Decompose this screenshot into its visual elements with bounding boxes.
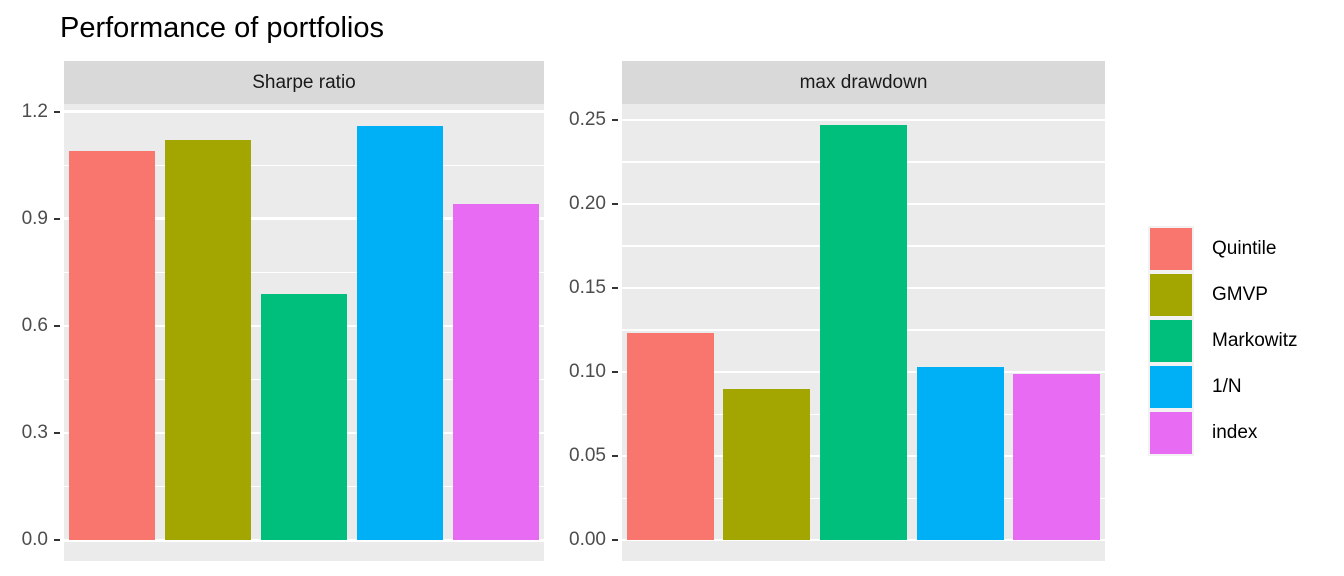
y-axis-tick-label: 0.05 bbox=[569, 445, 606, 467]
y-axis-tick-label: 0.9 bbox=[21, 207, 48, 229]
legend-key-1-n bbox=[1148, 364, 1194, 410]
major-gridline bbox=[64, 110, 544, 113]
y-axis-tick-label: 0.20 bbox=[569, 192, 606, 214]
y-axis-tick-label: 0.00 bbox=[569, 529, 606, 551]
panel-max-drawdown bbox=[622, 104, 1105, 561]
y-axis-tick-mark bbox=[54, 432, 60, 435]
bar-1-n bbox=[356, 125, 444, 541]
bar-1-n bbox=[916, 366, 1004, 541]
y-axis-tick-label: 0.6 bbox=[21, 314, 48, 336]
bar-index bbox=[1013, 373, 1101, 541]
y-axis-tick-mark bbox=[54, 539, 60, 542]
legend-key-gmvp bbox=[1148, 272, 1194, 318]
major-gridline bbox=[622, 538, 1105, 542]
minor-gridline bbox=[64, 271, 544, 274]
legend-key-index bbox=[1148, 410, 1194, 456]
legend-label-quintile: Quintile bbox=[1212, 238, 1277, 259]
legend-key-markowitz bbox=[1148, 318, 1194, 364]
bar-quintile bbox=[68, 150, 156, 541]
legend-swatch-index bbox=[1150, 412, 1192, 454]
y-axis-tick-mark bbox=[612, 539, 618, 542]
bar-markowitz bbox=[260, 293, 348, 541]
bar-markowitz bbox=[820, 124, 907, 541]
bar-index bbox=[452, 204, 540, 541]
y-axis-tick-label: 1.2 bbox=[21, 100, 48, 122]
major-gridline bbox=[622, 118, 1105, 122]
facet-strip-max-drawdown: max drawdown bbox=[622, 61, 1105, 104]
y-axis-tick-mark bbox=[54, 324, 60, 327]
plot-title: Performance of portfolios bbox=[60, 12, 384, 44]
legend-label-markowitz: Markowitz bbox=[1212, 330, 1298, 351]
y-axis-tick-mark bbox=[612, 118, 618, 121]
y-axis-tick-mark bbox=[612, 371, 618, 373]
major-gridline bbox=[64, 539, 544, 542]
legend-label-index: index bbox=[1212, 422, 1258, 443]
y-axis-tick-mark bbox=[612, 455, 618, 458]
minor-gridline bbox=[64, 164, 544, 166]
y-axis-tick-mark bbox=[612, 202, 618, 205]
y-axis-tick-label: 0.10 bbox=[569, 361, 606, 382]
legend-swatch-quintile bbox=[1150, 228, 1192, 270]
y-axis-tick-mark bbox=[612, 286, 618, 289]
legend-label-1-n: 1/N bbox=[1212, 376, 1242, 397]
y-axis-tick-label: 0.25 bbox=[569, 108, 606, 130]
y-axis-tick-mark bbox=[54, 217, 60, 220]
panel-sharpe-ratio bbox=[64, 104, 544, 561]
bar-quintile bbox=[626, 333, 714, 541]
legend-swatch-1-n bbox=[1150, 366, 1192, 408]
y-axis-tick-label: 0.3 bbox=[21, 422, 48, 444]
major-gridline bbox=[64, 217, 544, 220]
bar-gmvp bbox=[723, 388, 811, 541]
legend-label-gmvp: GMVP bbox=[1212, 284, 1268, 305]
legend-swatch-gmvp bbox=[1150, 274, 1192, 316]
legend-swatch-markowitz bbox=[1150, 320, 1192, 362]
legend-key-quintile bbox=[1148, 226, 1194, 272]
y-axis-tick-label: 0.15 bbox=[569, 276, 606, 298]
y-axis-tick-mark bbox=[54, 110, 60, 113]
y-axis-tick-label: 0.0 bbox=[21, 529, 48, 551]
bar-gmvp bbox=[164, 140, 252, 541]
facet-strip-sharpe-ratio: Sharpe ratio bbox=[64, 61, 544, 104]
